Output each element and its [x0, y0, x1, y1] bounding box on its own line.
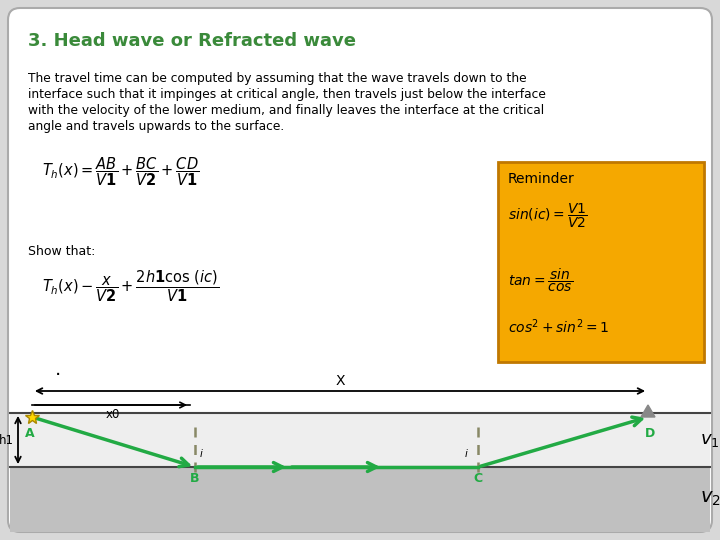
Text: $\mathit{v}_1$: $\mathit{v}_1$	[700, 431, 719, 449]
Text: $\mathit{cos}^2 + \mathit{sin}^2 = 1$: $\mathit{cos}^2 + \mathit{sin}^2 = 1$	[508, 317, 609, 335]
Text: $\mathit{i}$: $\mathit{i}$	[464, 447, 469, 459]
Text: Reminder: Reminder	[508, 172, 575, 186]
Bar	[498, 162, 704, 362]
Polygon shape	[641, 405, 655, 417]
Text: C: C	[474, 472, 482, 485]
Text: X: X	[336, 374, 345, 388]
Text: $\mathit{T_h}(x) - \dfrac{\mathit{x}}{\mathit{V}\mathbf{2}} + \dfrac{2\mathit{h}: $\mathit{T_h}(x) - \dfrac{\mathit{x}}{\m…	[42, 268, 220, 303]
Text: The travel time can be computed by assuming that the wave travels down to the: The travel time can be computed by assum…	[28, 72, 526, 85]
Text: $\mathit{T_h}(x) = \dfrac{\mathit{AB}}{\mathit{V}\mathbf{1}} + \dfrac{\mathit{BC: $\mathit{T_h}(x) = \dfrac{\mathit{AB}}{\…	[42, 155, 199, 187]
Text: 3. Head wave or Refracted wave: 3. Head wave or Refracted wave	[28, 32, 356, 50]
Text: $\mathit{v}_2$: $\mathit{v}_2$	[700, 489, 720, 509]
Text: B: B	[190, 472, 199, 485]
Text: interface such that it impinges at critical angle, then travels just below the i: interface such that it impinges at criti…	[28, 88, 546, 101]
Text: D: D	[645, 427, 655, 440]
Bar	[10, 467, 710, 532]
Text: .: .	[55, 360, 61, 379]
Bar	[10, 413, 710, 467]
Text: A: A	[25, 427, 35, 440]
FancyBboxPatch shape	[8, 8, 712, 532]
Text: h1: h1	[0, 434, 14, 447]
Text: x0: x0	[106, 408, 120, 421]
Text: $\mathit{i}$: $\mathit{i}$	[199, 447, 204, 459]
Text: angle and travels upwards to the surface.: angle and travels upwards to the surface…	[28, 120, 284, 133]
Text: $\mathit{sin}(\mathit{ic}) = \dfrac{\mathit{V}1}{\mathit{V}2}$: $\mathit{sin}(\mathit{ic}) = \dfrac{\mat…	[508, 202, 588, 231]
Text: Show that:: Show that:	[28, 245, 95, 258]
Text: $\mathit{tan} = \dfrac{\mathit{sin}}{\mathit{cos}}$: $\mathit{tan} = \dfrac{\mathit{sin}}{\ma…	[508, 267, 573, 294]
Text: with the velocity of the lower medium, and finally leaves the interface at the c: with the velocity of the lower medium, a…	[28, 104, 544, 117]
